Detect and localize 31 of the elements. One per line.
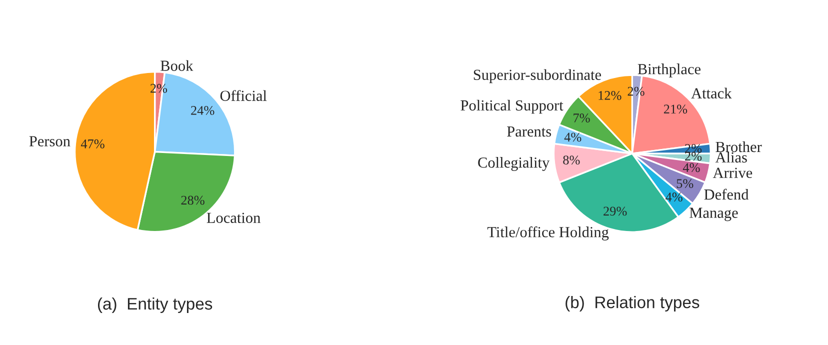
data-label: 4% — [682, 163, 700, 172]
data-label: 7% — [574, 114, 590, 122]
data-label: 29% — [604, 206, 627, 216]
slice-label: Collegiality — [478, 157, 550, 171]
slice-label: Alias — [715, 152, 747, 163]
data-label: 21% — [664, 104, 688, 114]
slice-label: Political Support — [460, 100, 564, 114]
data-label: 47% — [80, 139, 104, 148]
data-label: 2% — [685, 144, 702, 154]
slice-label: Birthplace — [638, 64, 701, 78]
slice-label: Brother — [716, 141, 762, 152]
slice-label: Defend — [704, 188, 749, 200]
slice-label: Arrive — [712, 168, 752, 178]
slice-label: Attack — [691, 88, 732, 99]
data-label: 24% — [191, 106, 214, 115]
data-label: 12% — [598, 90, 622, 100]
slice-label: Official — [220, 90, 267, 101]
data-label: 8% — [563, 156, 580, 165]
slice-label: Book — [160, 60, 194, 71]
data-label: 4% — [666, 192, 682, 202]
text: (b) Relation types — [566, 296, 700, 312]
slice-label: Title/office Holding — [487, 226, 609, 240]
data-label: 5% — [676, 179, 694, 188]
slice-label: Parents — [507, 126, 552, 137]
data-label: 28% — [181, 196, 204, 205]
slice-label: Superior-subordinate — [474, 69, 602, 84]
slice-label: Manage — [690, 208, 738, 222]
text: (a) Entity types — [98, 297, 212, 314]
slice-label: Location — [206, 212, 260, 223]
data-label: 4% — [564, 132, 582, 142]
slice-label: Person — [29, 136, 70, 146]
